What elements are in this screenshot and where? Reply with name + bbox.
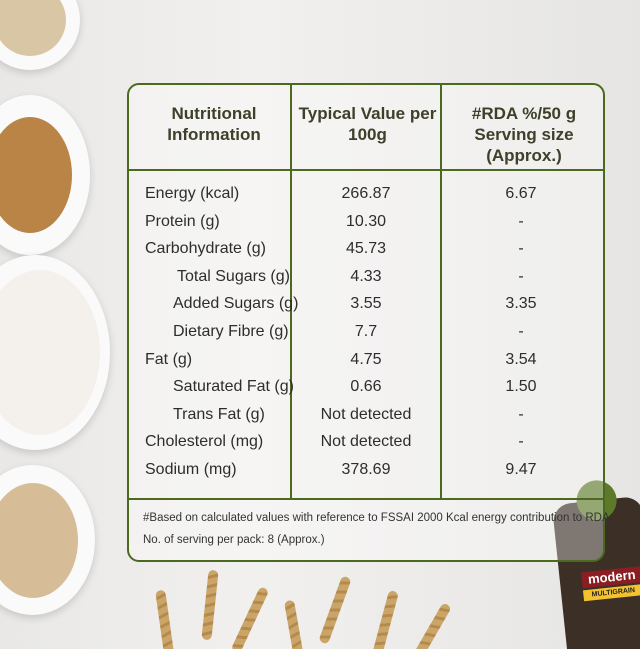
nutrient-name: Total Sugars (g) xyxy=(177,267,290,285)
nutrient-name: Carbohydrate (g) xyxy=(145,240,266,258)
nutrient-name: Saturated Fat (g) xyxy=(173,378,294,396)
nutrient-name: Fat (g) xyxy=(145,350,193,368)
nutrient-value: 10.30 xyxy=(345,212,387,230)
footnote: No. of serving per pack: 8 (Approx.) xyxy=(143,534,325,546)
nutrient-value: 266.87 xyxy=(341,185,391,202)
nutrient-name: Protein (g) xyxy=(145,212,220,230)
wheat xyxy=(230,586,270,649)
header-cell: Typical Value per 100g xyxy=(298,104,437,144)
row-divider xyxy=(129,169,603,171)
nutrient-value: 0.66 xyxy=(350,378,382,396)
nutrient-value: 9.47 xyxy=(505,461,537,478)
bowl xyxy=(0,255,110,450)
nutrient-value: 4.33 xyxy=(350,267,382,285)
nutrient-value: - xyxy=(518,240,524,258)
nutrient-value: 4.75 xyxy=(350,350,382,368)
header-cell: Nutritional Information xyxy=(167,104,261,144)
nutrient-value: 6.67 xyxy=(505,185,537,202)
column-divider xyxy=(440,85,442,500)
nutrient-value: 7.7 xyxy=(354,323,378,340)
header-cell: #RDA %/50 g Serving size (Approx.) xyxy=(471,104,577,165)
column-divider xyxy=(290,85,292,500)
nutrient-value: 1.50 xyxy=(505,378,537,396)
nutrient-name: Sodium (mg) xyxy=(145,461,237,478)
nutrient-name: Energy (kcal) xyxy=(145,185,240,202)
nutrient-name: Cholesterol (mg) xyxy=(145,433,264,451)
nutrient-value: 3.35 xyxy=(505,295,537,313)
nutrient-value: 45.73 xyxy=(345,240,387,258)
nutrition-table: Nutritional Information Typical Value pe… xyxy=(127,83,610,562)
wheat xyxy=(283,599,307,649)
row-divider xyxy=(129,498,603,500)
nutrient-value: - xyxy=(518,405,524,423)
nutrient-value: - xyxy=(518,433,524,451)
wheat xyxy=(318,575,352,645)
nutrient-value: - xyxy=(518,212,524,230)
nutrient-value: 3.55 xyxy=(350,295,382,313)
nutrient-value: - xyxy=(518,267,524,285)
wheat xyxy=(408,602,452,649)
bowl xyxy=(0,95,90,255)
nutrient-name: Trans Fat (g) xyxy=(173,405,265,423)
nutrient-name: Added Sugars (g) xyxy=(173,295,299,313)
wheat xyxy=(371,589,399,649)
nutrient-value: 3.54 xyxy=(505,350,537,368)
nutrient-name: Dietary Fibre (g) xyxy=(173,323,289,340)
nutrient-value: - xyxy=(518,323,524,340)
wheat xyxy=(201,569,219,641)
bowl xyxy=(0,0,80,70)
nutrient-value: Not detected xyxy=(320,405,412,423)
bowl xyxy=(0,465,95,615)
nutrient-value: Not detected xyxy=(320,433,412,451)
wheat xyxy=(155,589,175,649)
nutrient-value: 378.69 xyxy=(341,461,391,478)
footnote: #Based on calculated values with referen… xyxy=(143,512,610,524)
